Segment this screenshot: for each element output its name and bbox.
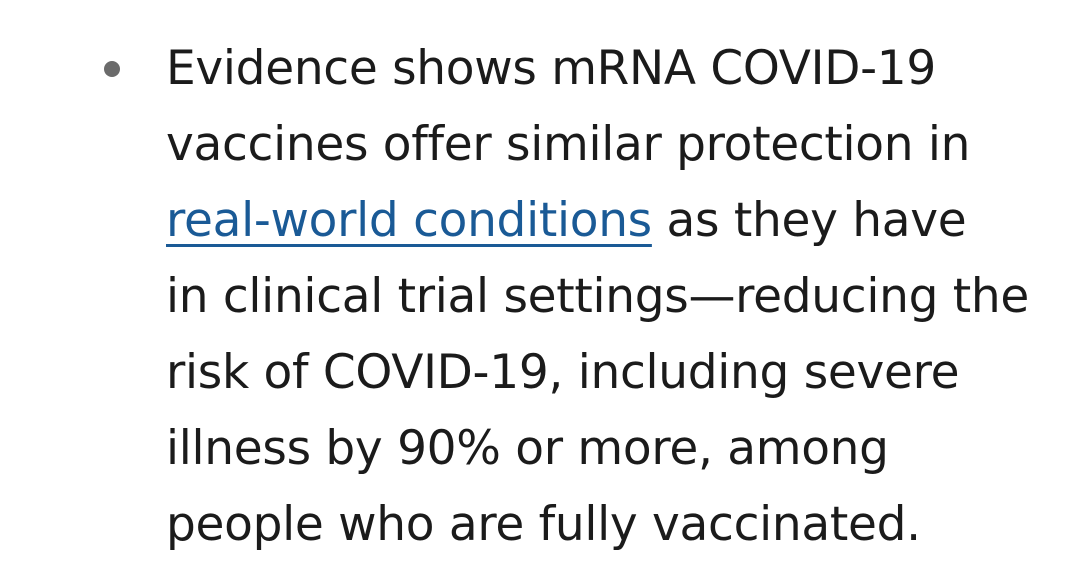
text-line-3: real-world conditions as they have: [166, 183, 1066, 259]
real-world-conditions-link[interactable]: real-world conditions: [166, 193, 652, 248]
text-line-6: illness by 90% or more, among: [166, 421, 889, 476]
text-line-4: in clinical trial settings—reducing the: [166, 269, 1029, 324]
text-line-2: vaccines offer similar protection in: [166, 117, 971, 172]
text-line-3-rest: as they have: [651, 193, 967, 248]
bullet-item-text: Evidence shows mRNA COVID-19 vaccines of…: [166, 31, 1066, 563]
text-line-1: Evidence shows mRNA COVID-19: [166, 41, 936, 96]
text-line-7: people who are fully vaccinated.: [166, 497, 921, 552]
bullet-dot-icon: [104, 61, 120, 77]
text-line-5: risk of COVID-19, including severe: [166, 345, 960, 400]
